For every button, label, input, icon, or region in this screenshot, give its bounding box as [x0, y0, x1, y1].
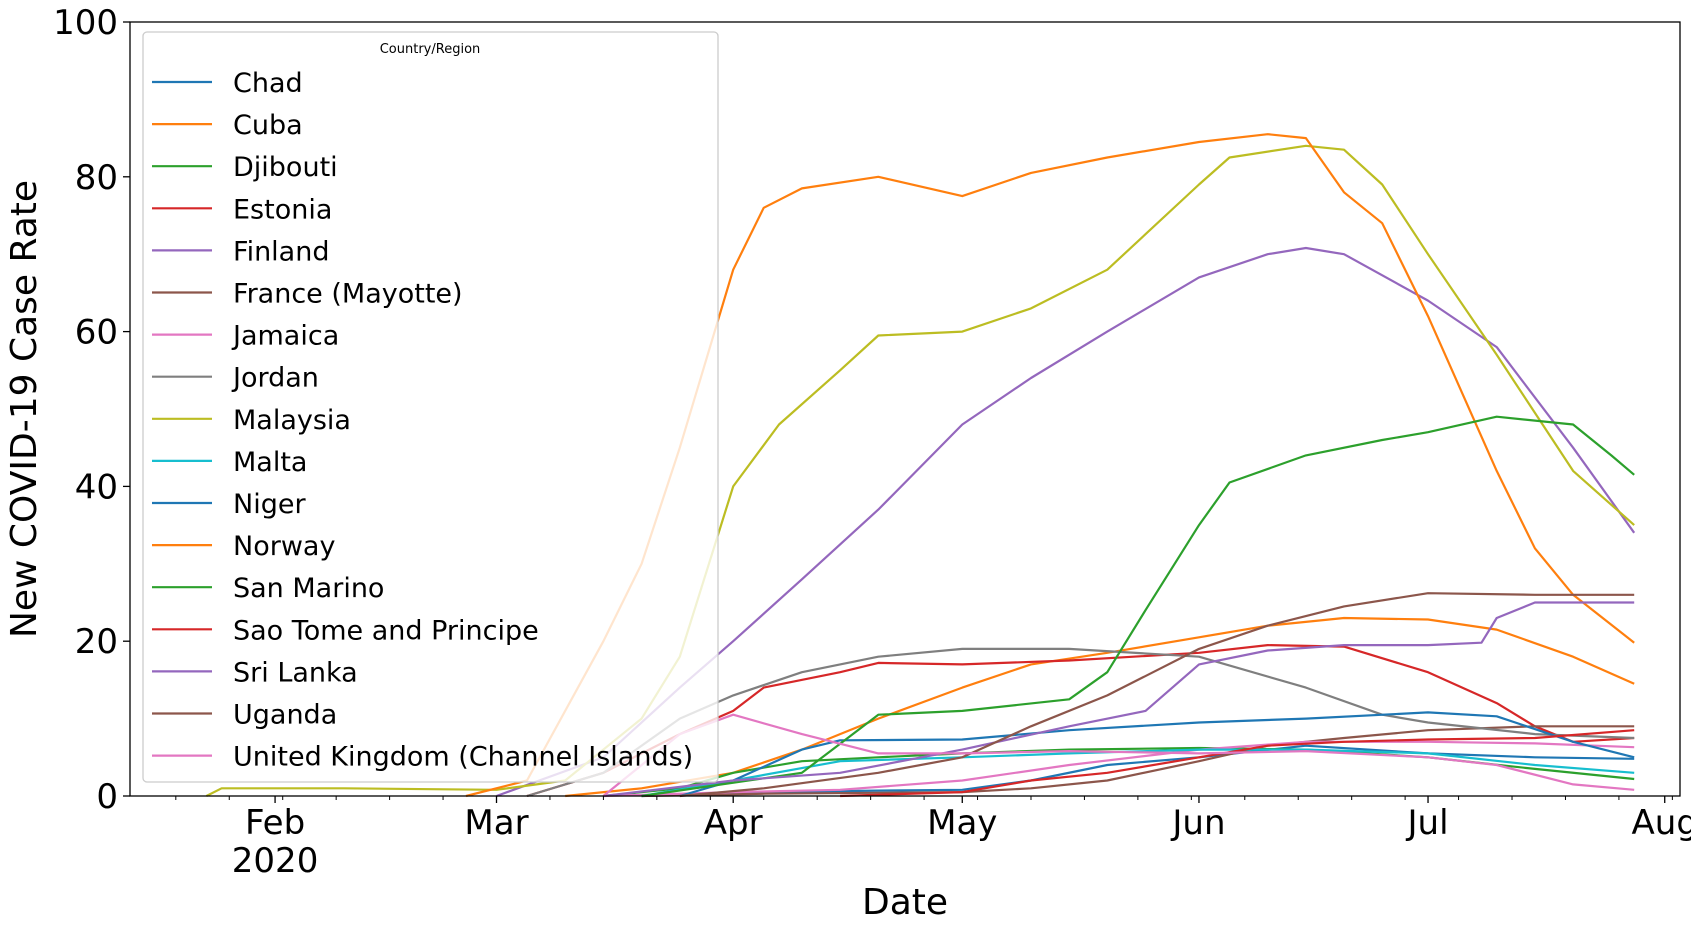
- legend-frame: [142, 31, 719, 783]
- x-tick-sublabel: 2020: [232, 841, 319, 881]
- series-line-1: [565, 616, 1635, 798]
- y-tick-label: 80: [75, 158, 118, 198]
- legend-label: Sri Lanka: [233, 657, 358, 688]
- legend-label: France (Mayotte): [233, 279, 463, 310]
- y-tick-label: 60: [75, 313, 118, 353]
- legend-label: Jordan: [231, 363, 319, 394]
- series-line-14: [603, 601, 1635, 798]
- legend-label: Niger: [233, 489, 306, 520]
- y-tick-label: 20: [75, 622, 118, 662]
- legend-label: Jamaica: [231, 321, 339, 352]
- x-tick-label: Feb: [245, 803, 305, 843]
- y-tick-label: 0: [96, 777, 118, 817]
- legend-label: Uganda: [233, 700, 337, 731]
- legend-label: United Kingdom (Channel Islands): [233, 742, 693, 773]
- x-tick-label: Jun: [1170, 803, 1225, 843]
- legend-label: Malta: [233, 447, 307, 478]
- series-line-15: [679, 592, 1635, 798]
- y-tick-label: 100: [53, 3, 118, 43]
- legend-label: San Marino: [233, 573, 384, 604]
- series-line-8: [205, 144, 1635, 797]
- series-line-10: [679, 711, 1635, 798]
- y-axis-label: New COVID-19 Case Rate: [4, 180, 45, 638]
- series-line-16: [602, 713, 1635, 797]
- legend-label: Sao Tome and Principe: [233, 615, 539, 646]
- x-tick-label: Aug: [1632, 803, 1691, 843]
- legend-items: Chad Cuba Djibouti Estonia Finland France (Ma…: [152, 68, 693, 773]
- legend-label: Estonia: [233, 194, 332, 225]
- series-line-6: [603, 740, 1635, 798]
- series-line-5: [641, 725, 1635, 798]
- legend-label: Chad: [233, 68, 303, 99]
- series-line-13: [840, 729, 1635, 798]
- x-tick-label: Mar: [464, 803, 528, 843]
- x-axis-label: Date: [862, 882, 948, 923]
- legend-label: Norway: [233, 531, 335, 562]
- series-line-0: [641, 744, 1635, 798]
- x-tick-label: Jul: [1406, 803, 1449, 843]
- legend: Country/Region Chad Cuba Djibouti Estonia Fi…: [142, 31, 719, 783]
- x-tick-label: Apr: [704, 803, 763, 843]
- legend-label: Cuba: [233, 110, 303, 141]
- y-tick-label: 40: [75, 467, 118, 507]
- legend-label: Djibouti: [233, 152, 338, 183]
- plot-frame: [129, 21, 1681, 797]
- x-tick-label: May: [927, 803, 997, 843]
- legend-label: Finland: [233, 236, 329, 267]
- legend-title: Country/Region: [380, 42, 481, 57]
- series-line-12: [641, 415, 1635, 798]
- legend-label: Malaysia: [233, 405, 351, 436]
